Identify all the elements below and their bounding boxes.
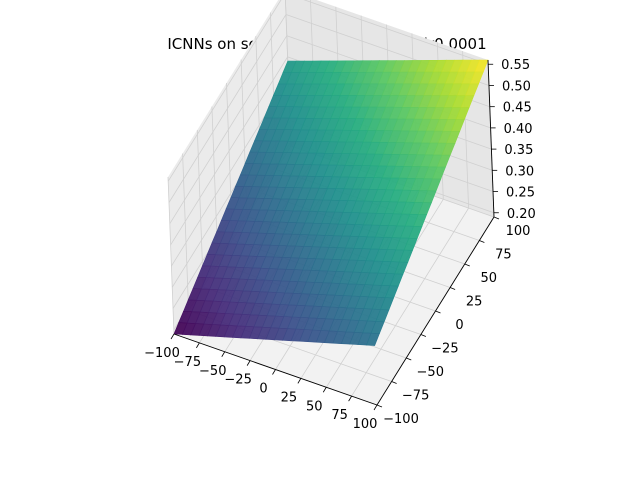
x-axis-ticks: −100−75−50−25 0 25 50 75 100 xyxy=(144,333,378,432)
z-tick-label: 0.50 xyxy=(502,79,531,94)
x-tick-label: 100 xyxy=(353,417,378,432)
x-tick-mark xyxy=(196,342,200,349)
y-tick-mark xyxy=(420,334,427,337)
z-grid-line xyxy=(167,0,489,182)
y-tick-label: −25 xyxy=(431,342,458,357)
surface-patch xyxy=(365,332,380,346)
y-tick-mark xyxy=(479,240,485,243)
x-tick-label: −25 xyxy=(224,373,251,388)
y-tick-label: 0 xyxy=(455,318,463,333)
y-tick-mark xyxy=(449,287,456,290)
x-tick-mark xyxy=(373,404,378,411)
x-tick-label: 25 xyxy=(281,390,298,405)
x-tick-mark xyxy=(297,378,302,384)
x-tick-label: −75 xyxy=(174,355,201,370)
z-tick-label: 0.55 xyxy=(501,58,530,73)
x-tick-label: −50 xyxy=(199,364,226,379)
z-tick-label: 0.35 xyxy=(504,143,533,158)
y-tick-mark xyxy=(435,310,441,314)
y-tick-mark xyxy=(391,381,397,384)
y-tick-label: 25 xyxy=(466,295,483,310)
y-tick-mark xyxy=(464,263,470,267)
y-tick-mark xyxy=(406,357,412,361)
y-tick-label: 50 xyxy=(480,271,497,286)
y-axis-ticks: −100 −75 −50 −25 025 50 75 100 xyxy=(376,216,531,427)
z-axis-line xyxy=(487,59,495,218)
y-tick-label: −50 xyxy=(417,365,444,380)
y-tick-label: −100 xyxy=(383,412,419,427)
y-tick-label: 100 xyxy=(506,224,531,239)
y-tick-label: 75 xyxy=(495,248,512,263)
z-axis-ticks: 0.20 0.25 0.30 0.35 0.40 0.45 0.50 0.55 xyxy=(488,58,536,222)
z-tick-label: 0.30 xyxy=(505,164,534,179)
x-tick-label: 50 xyxy=(306,399,323,414)
z-tick-label: 0.45 xyxy=(503,101,532,116)
x-tick-label: 75 xyxy=(331,408,348,423)
x-tick-mark xyxy=(221,351,226,357)
y-tick-mark xyxy=(376,404,383,408)
surface-mesh xyxy=(173,59,489,346)
x-tick-label: −100 xyxy=(144,346,180,361)
x-tick-mark xyxy=(322,387,327,393)
y-tick-label: −75 xyxy=(402,389,429,404)
x-tick-mark xyxy=(272,369,276,375)
x-tick-mark xyxy=(170,333,175,340)
z-tick-label: 0.40 xyxy=(504,122,533,137)
z-tick-label: 0.20 xyxy=(507,207,536,222)
x-tick-mark xyxy=(246,360,251,366)
x-tick-mark xyxy=(348,395,352,402)
y-tick-mark xyxy=(493,216,500,220)
x-tick-label: 0 xyxy=(259,382,267,397)
z-tick-label: 0.25 xyxy=(506,186,535,201)
